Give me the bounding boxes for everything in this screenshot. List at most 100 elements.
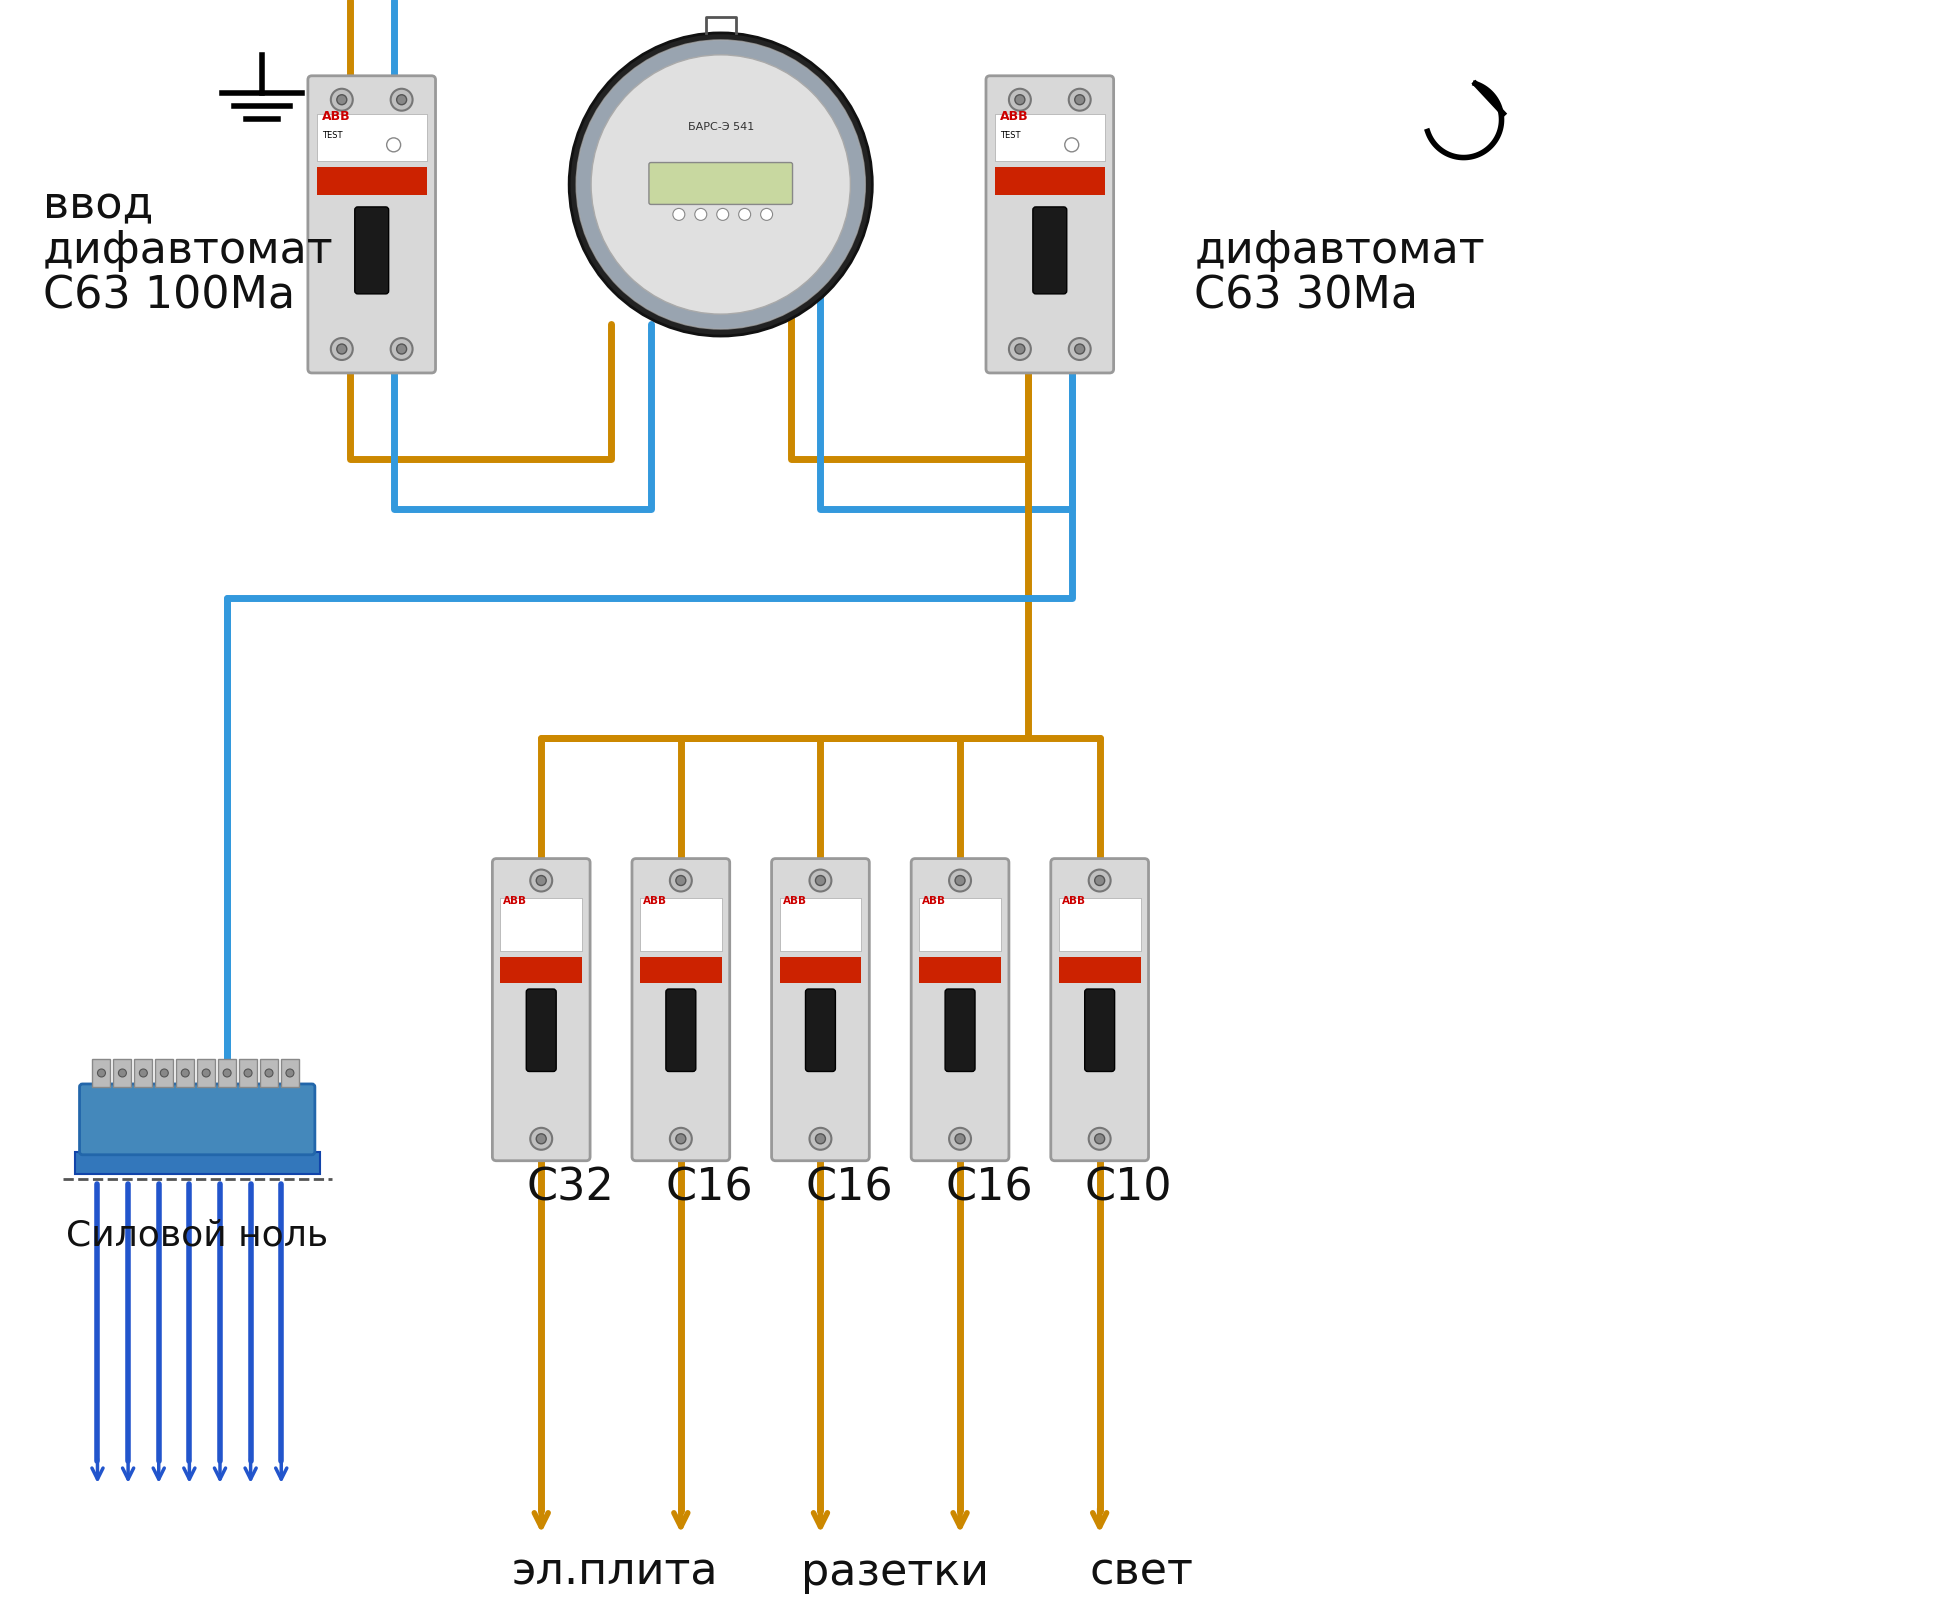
- Circle shape: [396, 343, 407, 355]
- Text: TEST: TEST: [999, 130, 1021, 140]
- Circle shape: [337, 343, 347, 355]
- Circle shape: [1015, 95, 1025, 104]
- FancyBboxPatch shape: [633, 859, 729, 1160]
- Circle shape: [739, 209, 750, 220]
- Circle shape: [670, 870, 692, 891]
- Text: С63 100Ма: С63 100Ма: [43, 274, 294, 318]
- Circle shape: [695, 209, 707, 220]
- Text: ABB: ABB: [503, 896, 527, 905]
- Circle shape: [1070, 88, 1091, 111]
- Circle shape: [815, 1133, 825, 1144]
- Text: эл.плита: эл.плита: [511, 1550, 717, 1594]
- Circle shape: [337, 95, 347, 104]
- FancyBboxPatch shape: [911, 859, 1009, 1160]
- Bar: [641, 957, 721, 984]
- Circle shape: [956, 1133, 966, 1144]
- Bar: [995, 167, 1105, 196]
- Circle shape: [202, 1069, 210, 1077]
- Bar: [500, 957, 582, 984]
- Circle shape: [1095, 1133, 1105, 1144]
- Text: свет: свет: [1089, 1550, 1193, 1594]
- Bar: [641, 897, 721, 950]
- Circle shape: [531, 1128, 552, 1149]
- FancyBboxPatch shape: [944, 989, 976, 1072]
- Circle shape: [1075, 95, 1085, 104]
- Bar: [1058, 897, 1140, 950]
- Circle shape: [1075, 343, 1085, 355]
- FancyBboxPatch shape: [308, 75, 435, 372]
- Circle shape: [760, 209, 772, 220]
- Circle shape: [531, 870, 552, 891]
- Circle shape: [948, 870, 972, 891]
- Text: ABB: ABB: [643, 896, 666, 905]
- Bar: [317, 167, 427, 196]
- Circle shape: [1095, 876, 1105, 886]
- FancyBboxPatch shape: [114, 1059, 131, 1087]
- FancyBboxPatch shape: [261, 1059, 278, 1087]
- Circle shape: [717, 209, 729, 220]
- FancyBboxPatch shape: [805, 989, 835, 1072]
- Text: TEST: TEST: [321, 130, 343, 140]
- Bar: [317, 114, 427, 160]
- Circle shape: [264, 1069, 272, 1077]
- Text: дифавтомат: дифавтомат: [43, 230, 333, 273]
- Circle shape: [809, 1128, 831, 1149]
- FancyBboxPatch shape: [92, 1059, 110, 1087]
- FancyBboxPatch shape: [1050, 859, 1148, 1160]
- Circle shape: [98, 1069, 106, 1077]
- Circle shape: [161, 1069, 168, 1077]
- Circle shape: [331, 339, 353, 360]
- FancyBboxPatch shape: [155, 1059, 172, 1087]
- Bar: [995, 114, 1105, 160]
- FancyBboxPatch shape: [1032, 207, 1068, 294]
- FancyBboxPatch shape: [217, 1059, 237, 1087]
- Circle shape: [1009, 339, 1030, 360]
- Circle shape: [948, 1128, 972, 1149]
- FancyBboxPatch shape: [176, 1059, 194, 1087]
- Circle shape: [286, 1069, 294, 1077]
- Circle shape: [396, 95, 407, 104]
- FancyBboxPatch shape: [355, 207, 388, 294]
- Text: дифавтомат: дифавтомат: [1195, 230, 1485, 273]
- FancyBboxPatch shape: [527, 989, 556, 1072]
- Text: C16: C16: [805, 1167, 893, 1210]
- Bar: [780, 897, 862, 950]
- Circle shape: [223, 1069, 231, 1077]
- Text: ввод: ввод: [43, 185, 153, 228]
- Text: ABB: ABB: [1062, 896, 1085, 905]
- Bar: [780, 957, 862, 984]
- Bar: [74, 1152, 319, 1173]
- Circle shape: [1015, 343, 1025, 355]
- Circle shape: [576, 40, 866, 329]
- Circle shape: [670, 1128, 692, 1149]
- FancyBboxPatch shape: [1085, 989, 1115, 1072]
- Circle shape: [390, 339, 413, 360]
- Circle shape: [118, 1069, 127, 1077]
- Circle shape: [1089, 870, 1111, 891]
- Circle shape: [139, 1069, 147, 1077]
- Circle shape: [182, 1069, 190, 1077]
- Circle shape: [1009, 88, 1030, 111]
- Circle shape: [245, 1069, 253, 1077]
- Text: БАРС-Э 541: БАРС-Э 541: [688, 122, 754, 132]
- Circle shape: [390, 88, 413, 111]
- Text: ABB: ABB: [923, 896, 946, 905]
- Circle shape: [809, 870, 831, 891]
- FancyBboxPatch shape: [666, 989, 695, 1072]
- Text: Силовой ноль: Силовой ноль: [67, 1218, 329, 1252]
- Text: C10: C10: [1085, 1167, 1171, 1210]
- FancyBboxPatch shape: [135, 1059, 153, 1087]
- FancyBboxPatch shape: [80, 1083, 315, 1154]
- Circle shape: [672, 209, 686, 220]
- Bar: [500, 897, 582, 950]
- Circle shape: [331, 88, 353, 111]
- Bar: [919, 957, 1001, 984]
- Circle shape: [676, 876, 686, 886]
- Circle shape: [592, 55, 850, 315]
- Text: разетки: разетки: [801, 1550, 989, 1594]
- FancyBboxPatch shape: [198, 1059, 215, 1087]
- Bar: [919, 897, 1001, 950]
- Circle shape: [537, 1133, 547, 1144]
- Circle shape: [1070, 339, 1091, 360]
- Circle shape: [956, 876, 966, 886]
